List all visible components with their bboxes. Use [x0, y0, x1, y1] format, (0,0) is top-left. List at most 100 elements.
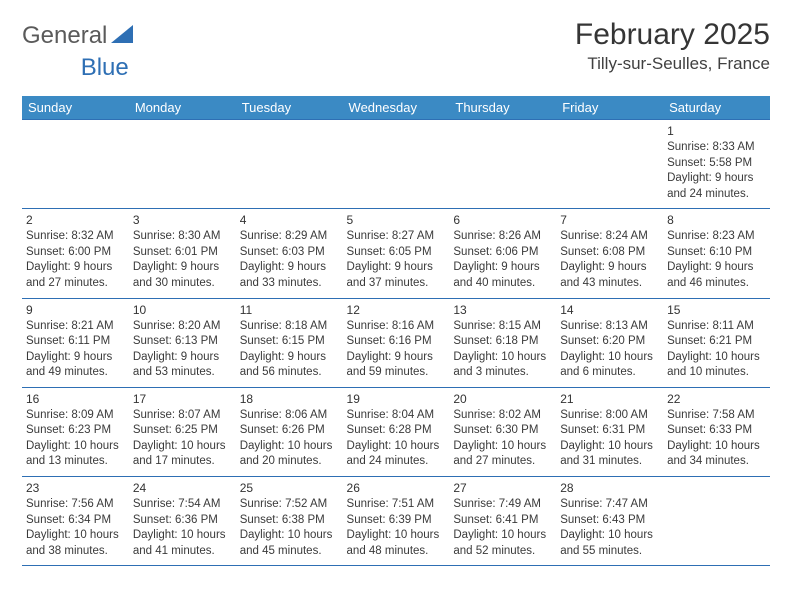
- daylight-line: Daylight: 10 hours and 52 minutes.: [453, 528, 552, 559]
- day-header: Monday: [129, 96, 236, 120]
- daylight-line: Daylight: 10 hours and 48 minutes.: [347, 528, 446, 559]
- day-header: Wednesday: [343, 96, 450, 120]
- daylight-line: Daylight: 10 hours and 13 minutes.: [26, 439, 125, 470]
- day-number: 8: [667, 212, 766, 228]
- day-number: 21: [560, 391, 659, 407]
- calendar-cell: [236, 120, 343, 209]
- sunset-line: Sunset: 6:08 PM: [560, 245, 659, 261]
- calendar-cell: 19Sunrise: 8:04 AMSunset: 6:28 PMDayligh…: [343, 387, 450, 476]
- sunrise-line: Sunrise: 8:29 AM: [240, 229, 339, 245]
- daylight-line: Daylight: 10 hours and 24 minutes.: [347, 439, 446, 470]
- day-number: 25: [240, 480, 339, 496]
- calendar-cell: 23Sunrise: 7:56 AMSunset: 6:34 PMDayligh…: [22, 477, 129, 566]
- daylight-line: Daylight: 10 hours and 17 minutes.: [133, 439, 232, 470]
- sunset-line: Sunset: 6:20 PM: [560, 334, 659, 350]
- calendar-cell: 5Sunrise: 8:27 AMSunset: 6:05 PMDaylight…: [343, 209, 450, 298]
- daylight-line: Daylight: 10 hours and 41 minutes.: [133, 528, 232, 559]
- calendar-cell: 11Sunrise: 8:18 AMSunset: 6:15 PMDayligh…: [236, 298, 343, 387]
- day-number: 22: [667, 391, 766, 407]
- daylight-line: Daylight: 9 hours and 30 minutes.: [133, 260, 232, 291]
- calendar-body: 1Sunrise: 8:33 AMSunset: 5:58 PMDaylight…: [22, 120, 770, 566]
- daylight-line: Daylight: 9 hours and 24 minutes.: [667, 171, 766, 202]
- sunset-line: Sunset: 6:25 PM: [133, 423, 232, 439]
- sunset-line: Sunset: 6:15 PM: [240, 334, 339, 350]
- sunset-line: Sunset: 6:30 PM: [453, 423, 552, 439]
- calendar-cell: 9Sunrise: 8:21 AMSunset: 6:11 PMDaylight…: [22, 298, 129, 387]
- daylight-line: Daylight: 10 hours and 27 minutes.: [453, 439, 552, 470]
- calendar-cell: 24Sunrise: 7:54 AMSunset: 6:36 PMDayligh…: [129, 477, 236, 566]
- calendar-cell: [22, 120, 129, 209]
- sunrise-line: Sunrise: 8:30 AM: [133, 229, 232, 245]
- brand-logo: General: [22, 18, 135, 50]
- sunset-line: Sunset: 6:16 PM: [347, 334, 446, 350]
- sunrise-line: Sunrise: 8:16 AM: [347, 319, 446, 335]
- day-number: 11: [240, 302, 339, 318]
- day-number: 4: [240, 212, 339, 228]
- sunrise-line: Sunrise: 7:58 AM: [667, 408, 766, 424]
- day-number: 19: [347, 391, 446, 407]
- sunrise-line: Sunrise: 8:21 AM: [26, 319, 125, 335]
- day-number: 13: [453, 302, 552, 318]
- sunrise-line: Sunrise: 8:26 AM: [453, 229, 552, 245]
- day-number: 27: [453, 480, 552, 496]
- day-number: 1: [667, 123, 766, 139]
- daylight-line: Daylight: 10 hours and 55 minutes.: [560, 528, 659, 559]
- sunset-line: Sunset: 6:10 PM: [667, 245, 766, 261]
- sunrise-line: Sunrise: 7:51 AM: [347, 497, 446, 513]
- sunrise-line: Sunrise: 8:06 AM: [240, 408, 339, 424]
- daylight-line: Daylight: 10 hours and 38 minutes.: [26, 528, 125, 559]
- calendar-cell: 7Sunrise: 8:24 AMSunset: 6:08 PMDaylight…: [556, 209, 663, 298]
- sunset-line: Sunset: 6:34 PM: [26, 513, 125, 529]
- day-number: 6: [453, 212, 552, 228]
- calendar-table: SundayMondayTuesdayWednesdayThursdayFrid…: [22, 96, 770, 566]
- sunset-line: Sunset: 6:06 PM: [453, 245, 552, 261]
- calendar-cell: 4Sunrise: 8:29 AMSunset: 6:03 PMDaylight…: [236, 209, 343, 298]
- sunrise-line: Sunrise: 8:00 AM: [560, 408, 659, 424]
- calendar-cell: 25Sunrise: 7:52 AMSunset: 6:38 PMDayligh…: [236, 477, 343, 566]
- calendar-cell: 14Sunrise: 8:13 AMSunset: 6:20 PMDayligh…: [556, 298, 663, 387]
- calendar-cell: [129, 120, 236, 209]
- sunset-line: Sunset: 6:11 PM: [26, 334, 125, 350]
- brand-word1: General: [22, 22, 107, 50]
- calendar-cell: [663, 477, 770, 566]
- calendar-cell: 21Sunrise: 8:00 AMSunset: 6:31 PMDayligh…: [556, 387, 663, 476]
- sunrise-line: Sunrise: 8:24 AM: [560, 229, 659, 245]
- daylight-line: Daylight: 9 hours and 49 minutes.: [26, 350, 125, 381]
- sunset-line: Sunset: 6:01 PM: [133, 245, 232, 261]
- calendar-cell: [556, 120, 663, 209]
- day-header: Sunday: [22, 96, 129, 120]
- day-header: Tuesday: [236, 96, 343, 120]
- daylight-line: Daylight: 9 hours and 27 minutes.: [26, 260, 125, 291]
- daylight-line: Daylight: 9 hours and 37 minutes.: [347, 260, 446, 291]
- sunset-line: Sunset: 6:33 PM: [667, 423, 766, 439]
- sunrise-line: Sunrise: 7:47 AM: [560, 497, 659, 513]
- calendar-cell: 2Sunrise: 8:32 AMSunset: 6:00 PMDaylight…: [22, 209, 129, 298]
- day-header: Saturday: [663, 96, 770, 120]
- daylight-line: Daylight: 9 hours and 46 minutes.: [667, 260, 766, 291]
- daylight-line: Daylight: 10 hours and 10 minutes.: [667, 350, 766, 381]
- daylight-line: Daylight: 10 hours and 45 minutes.: [240, 528, 339, 559]
- calendar-cell: 16Sunrise: 8:09 AMSunset: 6:23 PMDayligh…: [22, 387, 129, 476]
- sunrise-line: Sunrise: 8:23 AM: [667, 229, 766, 245]
- sunrise-line: Sunrise: 7:56 AM: [26, 497, 125, 513]
- day-number: 20: [453, 391, 552, 407]
- sunset-line: Sunset: 6:39 PM: [347, 513, 446, 529]
- daylight-line: Daylight: 10 hours and 3 minutes.: [453, 350, 552, 381]
- sunrise-line: Sunrise: 8:27 AM: [347, 229, 446, 245]
- sunset-line: Sunset: 6:18 PM: [453, 334, 552, 350]
- sunrise-line: Sunrise: 7:54 AM: [133, 497, 232, 513]
- sunset-line: Sunset: 6:38 PM: [240, 513, 339, 529]
- daylight-line: Daylight: 9 hours and 53 minutes.: [133, 350, 232, 381]
- calendar-cell: 27Sunrise: 7:49 AMSunset: 6:41 PMDayligh…: [449, 477, 556, 566]
- daylight-line: Daylight: 9 hours and 40 minutes.: [453, 260, 552, 291]
- calendar-cell: 26Sunrise: 7:51 AMSunset: 6:39 PMDayligh…: [343, 477, 450, 566]
- sunset-line: Sunset: 6:31 PM: [560, 423, 659, 439]
- calendar-cell: 28Sunrise: 7:47 AMSunset: 6:43 PMDayligh…: [556, 477, 663, 566]
- sunrise-line: Sunrise: 8:18 AM: [240, 319, 339, 335]
- title-block: February 2025 Tilly-sur-Seulles, France: [575, 18, 770, 74]
- sunset-line: Sunset: 6:26 PM: [240, 423, 339, 439]
- sunset-line: Sunset: 6:03 PM: [240, 245, 339, 261]
- calendar-cell: 13Sunrise: 8:15 AMSunset: 6:18 PMDayligh…: [449, 298, 556, 387]
- sunrise-line: Sunrise: 8:15 AM: [453, 319, 552, 335]
- day-number: 28: [560, 480, 659, 496]
